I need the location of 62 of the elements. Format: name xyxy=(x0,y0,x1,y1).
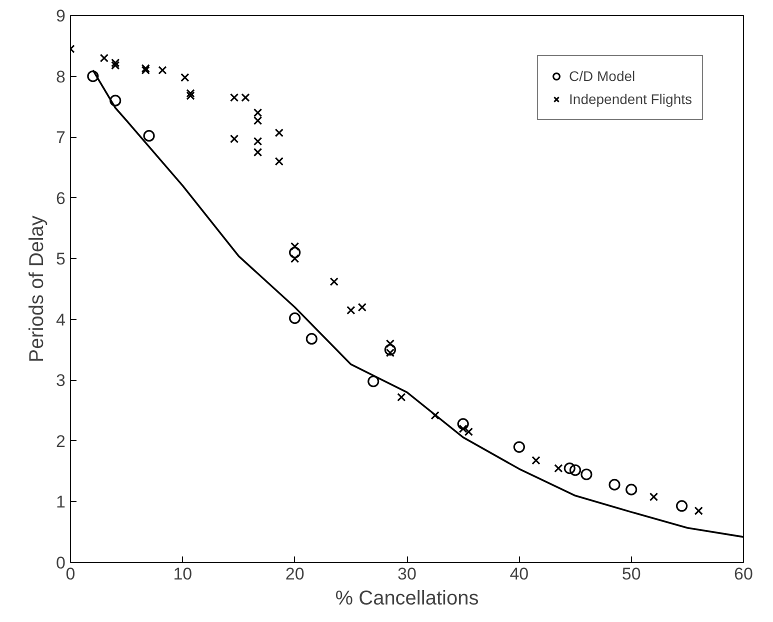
point xyxy=(230,93,239,102)
point xyxy=(141,64,150,73)
point xyxy=(141,66,150,75)
point xyxy=(143,130,155,142)
point xyxy=(289,312,301,324)
point xyxy=(253,136,262,146)
point xyxy=(290,254,300,263)
point xyxy=(608,478,620,490)
point xyxy=(111,58,120,68)
y-tick-label: 9 xyxy=(56,6,66,26)
point xyxy=(457,418,469,430)
point xyxy=(180,73,190,82)
point xyxy=(626,484,638,496)
y-tick-label: 3 xyxy=(56,371,66,390)
point xyxy=(110,94,122,106)
point xyxy=(87,70,99,82)
point xyxy=(274,128,284,138)
x-tick-label: 50 xyxy=(622,564,641,584)
point xyxy=(241,93,250,102)
point xyxy=(100,54,108,62)
point xyxy=(274,157,284,166)
x-tick-label: 30 xyxy=(398,564,416,584)
y-tick-label: 6 xyxy=(56,188,66,208)
x-axis-title: % Cancellations xyxy=(335,588,479,610)
y-tick-label: 4 xyxy=(56,310,66,330)
point xyxy=(694,506,703,516)
y-axis-title: Periods of Delay xyxy=(26,216,48,362)
x-tick-label: 10 xyxy=(173,564,192,584)
x-tick-label: 40 xyxy=(510,564,529,584)
point xyxy=(554,464,563,473)
point xyxy=(253,108,262,118)
y-tick-label: 8 xyxy=(56,67,66,86)
legend-label: Independent Flights xyxy=(569,91,692,107)
y-tick-label: 7 xyxy=(56,128,66,148)
y-tick-label: 5 xyxy=(56,250,66,269)
x-tick-label: 60 xyxy=(734,564,753,584)
point xyxy=(513,441,525,453)
point xyxy=(564,462,576,474)
point xyxy=(306,333,318,345)
point xyxy=(358,302,366,312)
point xyxy=(158,66,167,75)
y-tick-label: 2 xyxy=(56,432,66,451)
y-tick-label: 1 xyxy=(56,492,66,512)
point xyxy=(580,468,592,480)
point xyxy=(368,376,380,388)
point xyxy=(346,306,356,315)
point xyxy=(111,61,120,70)
point xyxy=(532,456,540,465)
point xyxy=(186,88,195,98)
point xyxy=(386,348,395,358)
point xyxy=(253,116,262,125)
point xyxy=(569,464,582,476)
legend-label: C/D Model xyxy=(569,68,636,84)
point xyxy=(676,500,688,512)
point xyxy=(230,134,239,144)
point xyxy=(649,492,658,502)
point xyxy=(397,392,406,402)
x-tick-label: 20 xyxy=(285,564,304,584)
point xyxy=(253,148,262,157)
point xyxy=(330,277,338,286)
point xyxy=(186,91,195,100)
point xyxy=(430,411,440,420)
